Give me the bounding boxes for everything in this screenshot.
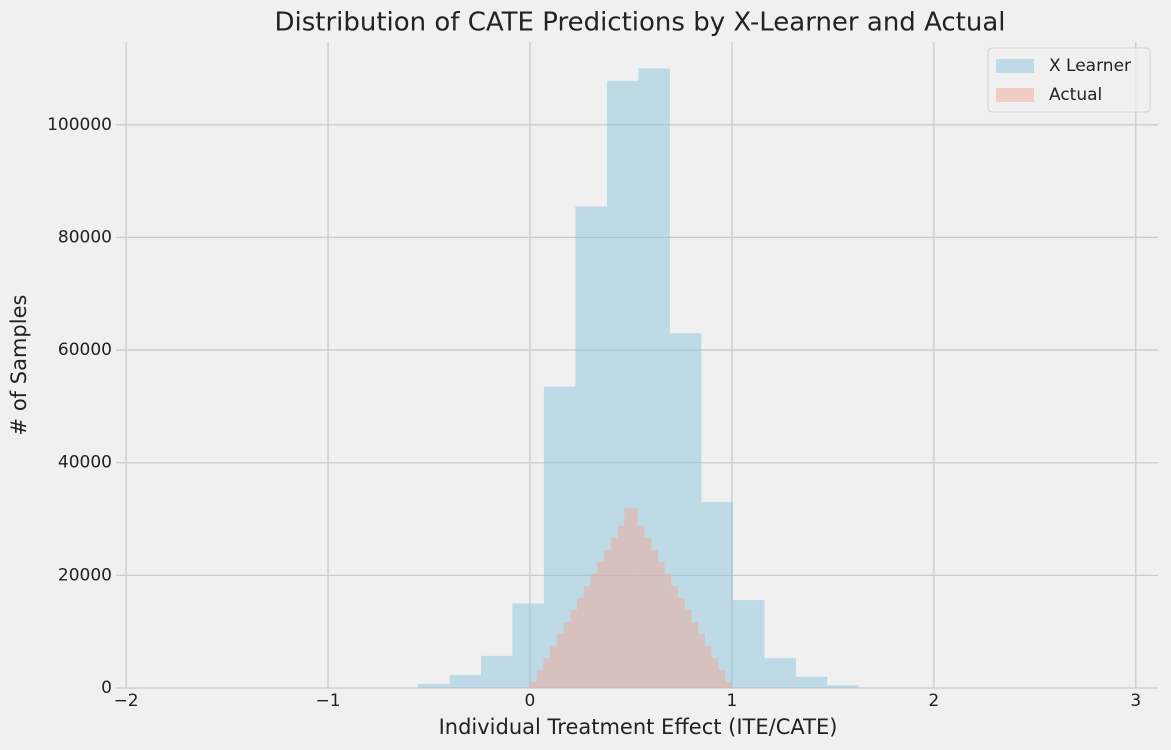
bar [698,633,705,688]
y-axis-label: # of Samples [7,295,31,436]
bar [529,681,537,688]
bar [577,597,584,688]
bar [644,537,652,688]
bar [630,507,638,688]
bar [550,645,557,688]
bar [732,600,765,688]
bar [590,573,598,688]
bar [556,633,564,688]
bar [597,561,605,688]
bar [764,658,796,688]
bar [543,658,551,688]
x-axis-label: Individual Treatment Effect (ITE/CATE) [439,715,838,739]
bar [617,525,625,688]
y-tick-label: 80000 [58,227,112,247]
bar [604,550,611,688]
legend-swatch [996,88,1034,102]
bar [827,685,859,688]
bar [718,669,726,688]
x-tick-label: −1 [316,691,341,711]
bar [651,550,658,688]
bar [637,525,645,688]
bar [691,622,699,688]
legend-label: Actual [1049,85,1102,105]
bar [678,597,685,688]
y-tick-label: 60000 [58,340,112,360]
bar [795,676,828,688]
legend: X Learner Actual [987,47,1151,113]
labels: −2 −1 0 1 2 3 0 20000 40000 60000 80000 100000 [47,115,1141,711]
legend-label: X Learner [1049,56,1131,76]
x-tick-label: 1 [726,691,737,711]
chart-title: Distribution of CATE Predictions by X-Le… [274,8,1005,38]
bar [657,561,665,688]
bar [449,675,482,688]
x-tick-label: −2 [114,691,139,711]
bar [704,645,712,688]
y-tick-label: 100000 [47,115,112,135]
bar [583,586,591,688]
x-tick-label: 3 [1130,691,1141,711]
y-tick-label: 20000 [58,565,112,585]
bar [418,684,450,688]
x-tick-label: 2 [928,691,939,711]
bar [563,622,571,688]
y-tick-label: 40000 [58,453,112,473]
bar [536,669,544,688]
bar [624,507,631,688]
bar [711,658,719,688]
bars [418,68,859,688]
bar [481,655,513,688]
legend-swatch [996,59,1034,73]
x-tick-label: 0 [525,691,536,711]
bar [664,573,672,688]
y-tick-label: 0 [101,678,112,698]
bar [725,681,732,688]
bar [684,609,692,688]
bar [610,537,618,688]
bar [671,586,679,688]
bar [570,609,578,688]
